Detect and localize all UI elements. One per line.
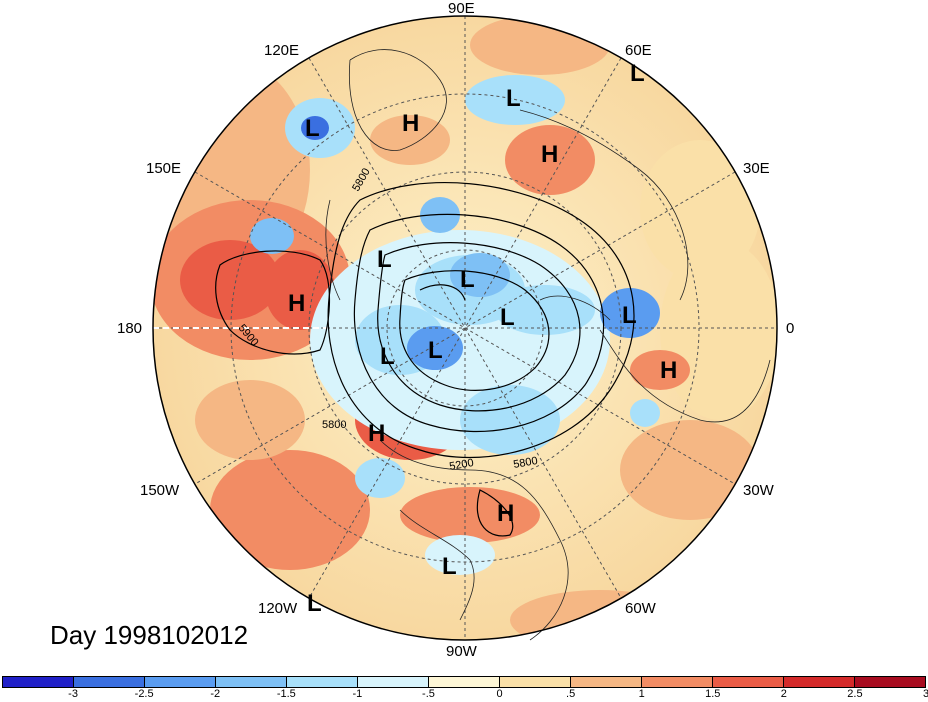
colorbar-tick-label: -2.5 [134, 688, 154, 700]
lon-label-30e: 30E [743, 160, 770, 177]
colorbar-tick-label: -.5 [422, 688, 435, 700]
colorbar-tick-label: -3 [68, 688, 78, 700]
colorbar-swatch [713, 677, 784, 687]
pressure-low-marker: L [380, 343, 395, 370]
contour-label: 5200 [448, 457, 474, 473]
colorbar-tick-label: .5 [566, 688, 576, 700]
pressure-low-marker: L [428, 337, 443, 364]
lon-label-60e: 60E [625, 42, 652, 59]
colorbar-swatch [3, 677, 74, 687]
colorbar-swatch [358, 677, 429, 687]
colorbar-swatch [216, 677, 287, 687]
colorbar-tick-label: -1.5 [276, 688, 296, 700]
pressure-low-marker: L [442, 553, 457, 580]
colorbar-tick-label: 1.5 [705, 688, 721, 700]
coastlines [325, 49, 771, 641]
colorbar-tick-label: 1 [638, 688, 645, 700]
lon-label-150e: 150E [146, 160, 182, 177]
contour-label: 5800 [512, 455, 538, 471]
pressure-high-marker: H [497, 500, 515, 527]
pressure-low-marker: L [500, 304, 515, 331]
colorbar-swatch [855, 677, 925, 687]
pressure-low-marker: L [506, 85, 521, 112]
pressure-low-marker: L [630, 60, 645, 87]
colorbar-tick-label: 2 [780, 688, 787, 700]
colorbar-tick-label: 2.5 [847, 688, 863, 700]
lon-label-180: 180 [117, 320, 143, 337]
colorbar-swatch [571, 677, 642, 687]
colorbar-swatch [145, 677, 216, 687]
colorbar-swatch [287, 677, 358, 687]
colorbar-swatch [784, 677, 855, 687]
lon-label-90w: 90W [446, 643, 477, 660]
pressure-low-marker: L [622, 302, 637, 329]
lon-label-90e: 90E [448, 0, 475, 17]
lon-label-120w: 120W [258, 600, 298, 617]
pressure-high-marker: H [288, 290, 306, 317]
height-contours [215, 181, 635, 537]
pressure-low-marker: L [377, 246, 392, 273]
anomaly-field [153, 16, 777, 640]
colorbar [2, 676, 926, 688]
pressure-high-marker: H [660, 357, 678, 384]
colorbar-swatch [500, 677, 571, 687]
colorbar-swatch [429, 677, 500, 687]
lon-label-120e: 120E [264, 42, 300, 59]
pressure-high-marker: H [541, 141, 559, 168]
pressure-low-marker: L [460, 266, 475, 293]
lon-label-0: 0 [786, 320, 795, 337]
pressure-low-marker: L [305, 115, 320, 142]
plot-title: Day 1998102012 [50, 620, 249, 650]
colorbar-tick-label: -1 [352, 688, 363, 700]
colorbar-tick-label: 0 [496, 688, 503, 700]
colorbar-swatch [642, 677, 713, 687]
pressure-high-marker: H [402, 110, 420, 137]
pressure-low-marker: L [307, 590, 322, 617]
contour-label: 5800 [322, 419, 346, 431]
colorbar-tick-label: 3 [922, 688, 928, 700]
lon-label-150w: 150W [140, 482, 180, 499]
lon-label-30w: 30W [743, 482, 774, 499]
pressure-high-marker: H [368, 420, 386, 447]
colorbar-swatch [74, 677, 145, 687]
lon-label-60w: 60W [625, 600, 656, 617]
colorbar-tick-label: -2 [210, 688, 221, 700]
